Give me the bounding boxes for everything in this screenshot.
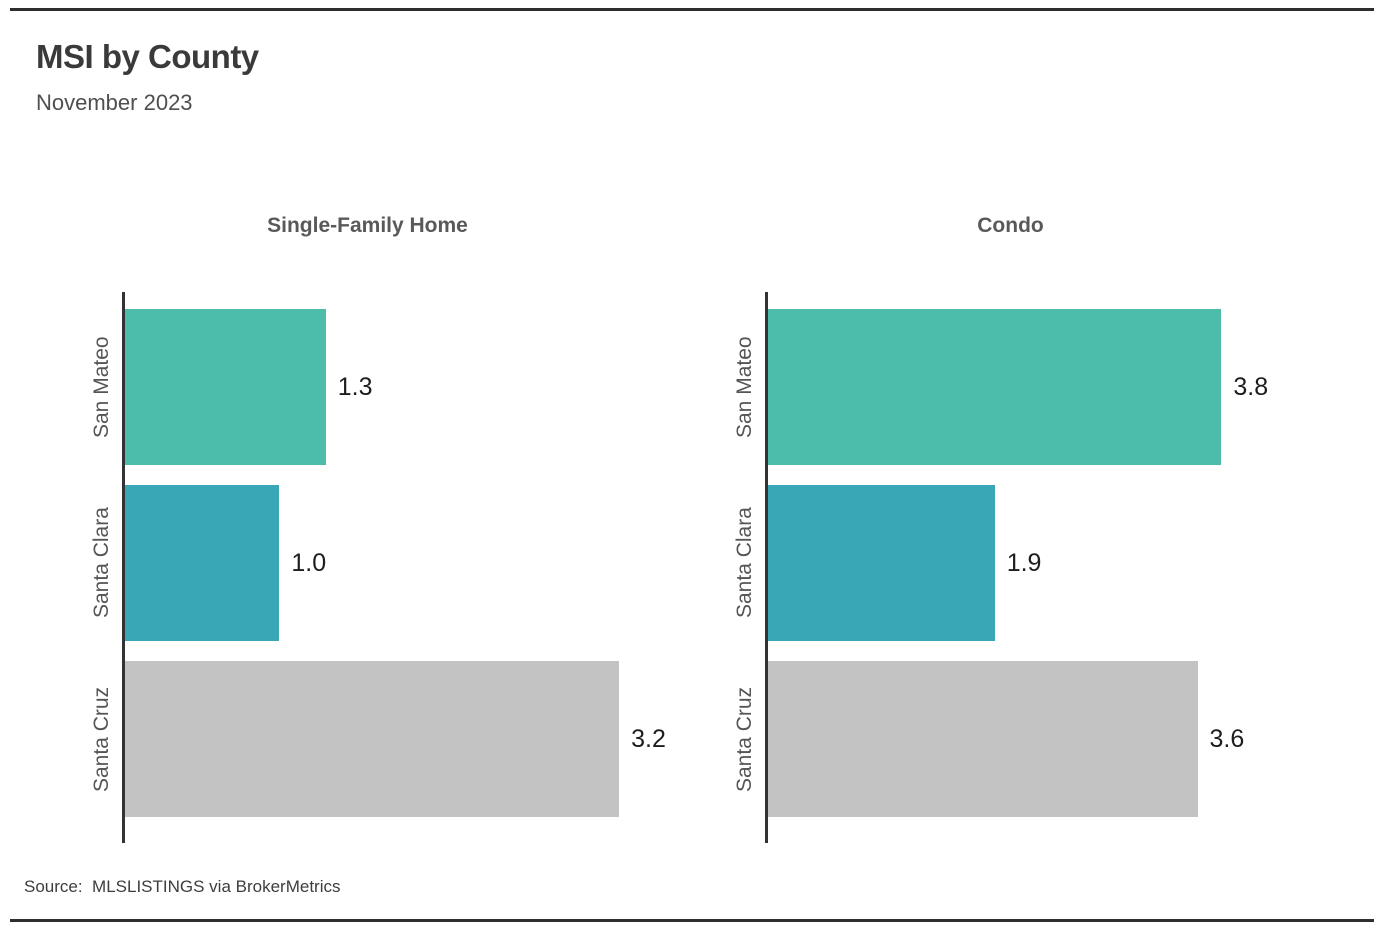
value-label: 1.0 [291,549,327,577]
top-border-line [10,8,1374,11]
county-label: Santa Cruz [733,686,756,792]
value-label: 3.2 [631,725,666,753]
page-subtitle: November 2023 [36,90,193,115]
y-axis-line [765,292,768,843]
chart-title: Single-Family Home [267,214,468,237]
bar [768,661,1198,817]
header: MSI by County November 2023 [36,38,259,116]
county-label: Santa Clara [90,507,113,619]
bar-row: Santa Cruz 3.2 [90,661,666,817]
value-label: 3.8 [1233,373,1269,401]
bar-row: Santa Cruz 3.6 [733,661,1293,817]
page-title: MSI by County [36,38,259,75]
plot-area: San Mateo 1.3 Santa Clara 1.0 Santa Cruz 3.2 [90,292,666,843]
value-label: 3.6 [1209,725,1245,753]
bar [125,661,620,817]
source-text: Source: MLSLISTINGS via BrokerMetrics [24,877,341,896]
bottom-border-line [10,919,1374,922]
bar [125,309,326,465]
county-label: Santa Cruz [90,686,113,792]
chart-panel-single-family-home: Single-Family Home San Mateo 1.3 Santa Cla… [85,214,666,843]
plot-area: San Mateo 3.8 Santa Clara 1.9 Santa Cruz 3.6 [733,292,1293,843]
bar-row: San Mateo 1.3 [90,309,650,465]
bar-row: San Mateo 3.8 [733,309,1293,465]
county-label: Santa Clara [733,507,756,619]
bar-row: Santa Clara 1.0 [90,485,650,641]
chart-panel-condo: Condo San Mateo 3.8 Santa Clara 1.9 Santa Cr… [728,214,1293,843]
value-label: 1.3 [337,373,373,401]
bar [768,485,995,641]
value-label: 1.9 [1006,549,1042,577]
bar [768,309,1222,465]
chart-title: Condo [977,214,1044,237]
bar [125,485,280,641]
y-axis-line [122,292,125,843]
county-label: San Mateo [733,336,756,438]
county-label: San Mateo [90,336,113,438]
bar-row: Santa Clara 1.9 [733,485,1293,641]
charts-container: Single-Family Home San Mateo 1.3 Santa Cla… [85,214,1293,843]
